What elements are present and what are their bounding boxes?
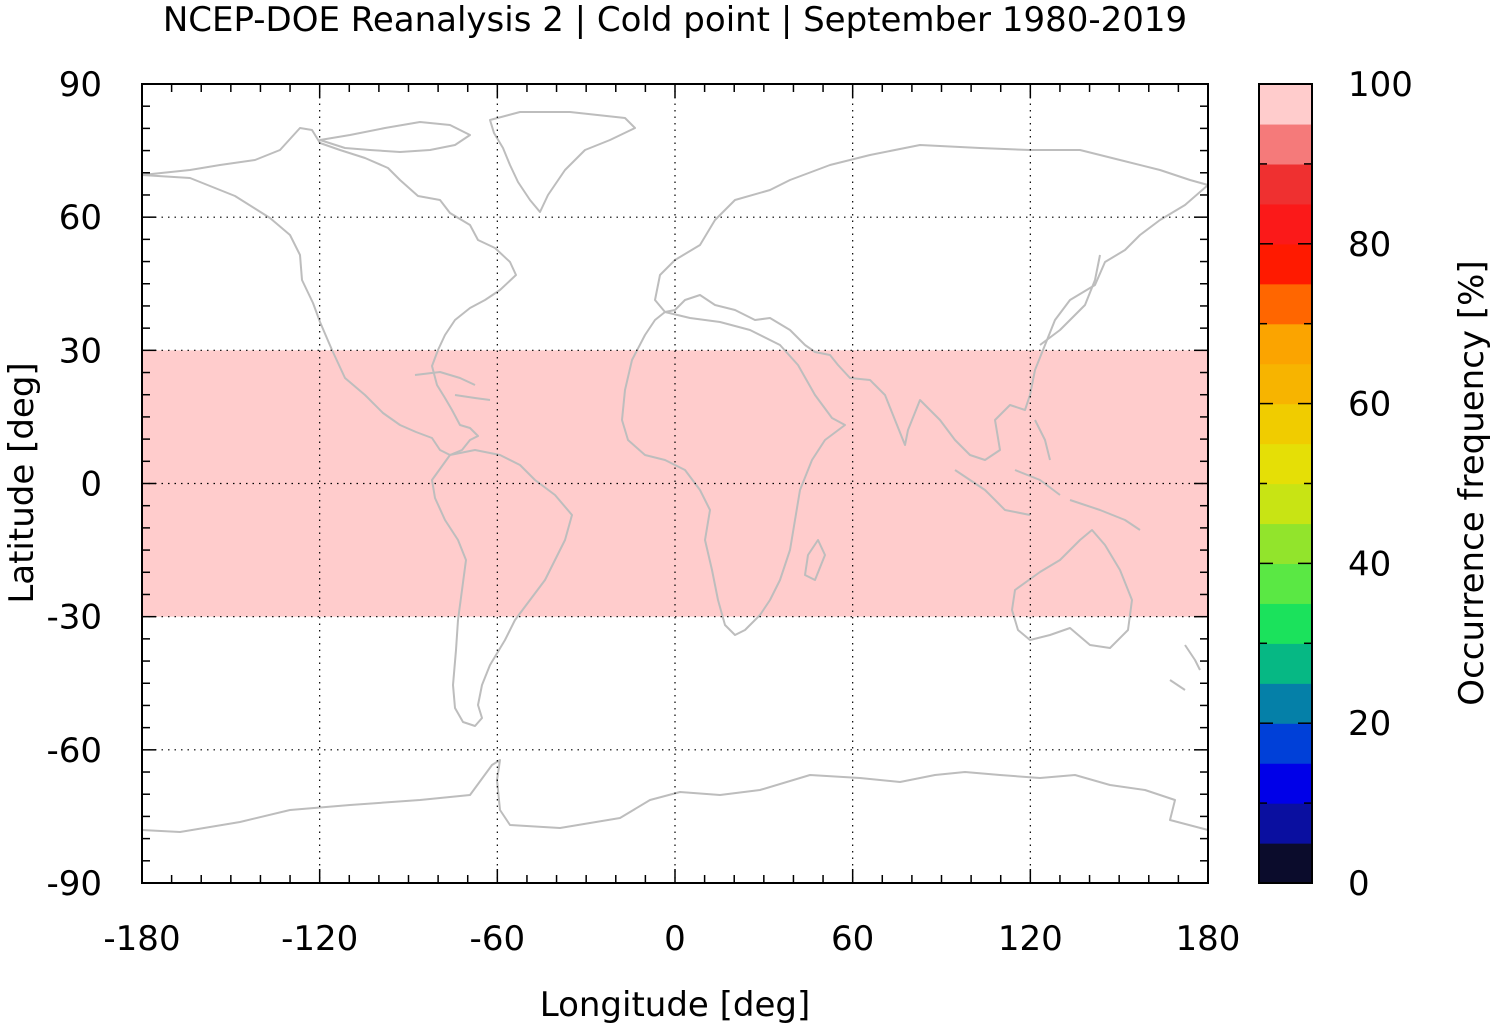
- coastline-maritime-continent: [954, 419, 1141, 531]
- coastline-north-america: [141, 127, 517, 456]
- colorbar-segment: [1259, 443, 1312, 485]
- colorbar-tick-labels: 0 20 40 60 80 100: [1348, 65, 1413, 904]
- colorbar-segment: [1259, 523, 1312, 564]
- plot-frame: [141, 83, 1209, 884]
- gridlines: [142, 84, 1208, 883]
- colorbar: [1258, 83, 1313, 884]
- x-axis-label: Longitude [deg]: [540, 985, 811, 1025]
- colorbar-segment: [1259, 643, 1312, 684]
- x-tick-label: 120: [998, 919, 1063, 959]
- colorbar-segment: [1259, 363, 1312, 405]
- x-tick-label: -180: [103, 919, 180, 959]
- colorbar-segment: [1259, 563, 1312, 604]
- y-tick-label: 30: [59, 331, 102, 371]
- x-tick-label: 180: [1176, 919, 1241, 959]
- colorbar-tick-label: 100: [1348, 65, 1413, 105]
- coastline-south-america: [431, 449, 573, 727]
- colorbar-segment: [1259, 843, 1312, 884]
- x-tick-label: 60: [831, 919, 874, 959]
- colorbar-segment: [1259, 603, 1312, 644]
- colorbar-segment: [1259, 763, 1312, 804]
- coastline-africa: [621, 311, 846, 636]
- coastline-europe-asia: [654, 144, 1209, 461]
- y-axis-label: Latitude [deg]: [2, 362, 42, 603]
- y-tick-label: 60: [59, 198, 102, 238]
- colorbar-segment: [1259, 323, 1312, 365]
- colorbar-segment: [1259, 243, 1312, 285]
- coastline-new-zealand: [1169, 644, 1201, 691]
- coastline-australia: [1011, 529, 1133, 649]
- plot-area: [141, 83, 1209, 884]
- colorbar-segment: [1259, 723, 1312, 764]
- colorbar-segment: [1259, 84, 1312, 125]
- colorbar-tick-label: 20: [1348, 704, 1391, 744]
- colorbar-segment: [1259, 283, 1312, 325]
- x-tick-label: -120: [281, 919, 358, 959]
- colorbar-segment: [1259, 203, 1312, 245]
- x-tick-label: -60: [470, 919, 526, 959]
- coastline-madagascar: [804, 539, 826, 581]
- coastlines: [141, 111, 1209, 833]
- colorbar-tick-label: 0: [1348, 864, 1370, 904]
- colorbar-segment: [1259, 803, 1312, 844]
- coastline-arctic-islands: [319, 121, 471, 153]
- axis-ticks: [141, 83, 1209, 884]
- colorbar-tick-label: 60: [1348, 385, 1391, 425]
- colorbar-segment: [1259, 403, 1312, 445]
- y-tick-label: -90: [46, 864, 102, 904]
- y-tick-label: -60: [46, 731, 102, 771]
- chart-title: NCEP-DOE Reanalysis 2 | Cold point | Sep…: [163, 0, 1187, 40]
- colorbar-tick-label: 80: [1348, 225, 1391, 265]
- x-tick-label: 0: [664, 919, 686, 959]
- colorbar-segment: [1259, 163, 1312, 205]
- coastline-caribbean: [414, 371, 491, 401]
- colorbar-label: Occurrence frequency [%]: [1452, 260, 1492, 705]
- colorbar-tick-label: 40: [1348, 544, 1391, 584]
- y-tick-label: 0: [80, 465, 102, 505]
- colorbar-segment: [1259, 683, 1312, 724]
- x-tick-labels: -180 -120 -60 0 60 120 180: [103, 919, 1240, 959]
- colorbar-segment: [1259, 483, 1312, 525]
- coastline-antarctica: [141, 759, 1209, 833]
- coastline-greenland: [489, 111, 636, 213]
- y-tick-labels: 90 60 30 0 -30 -60 -90: [46, 65, 102, 904]
- coastline-japan: [1039, 254, 1101, 346]
- colorbar-segment: [1259, 123, 1312, 165]
- y-tick-label: 90: [59, 65, 102, 105]
- y-tick-label: -30: [46, 598, 102, 638]
